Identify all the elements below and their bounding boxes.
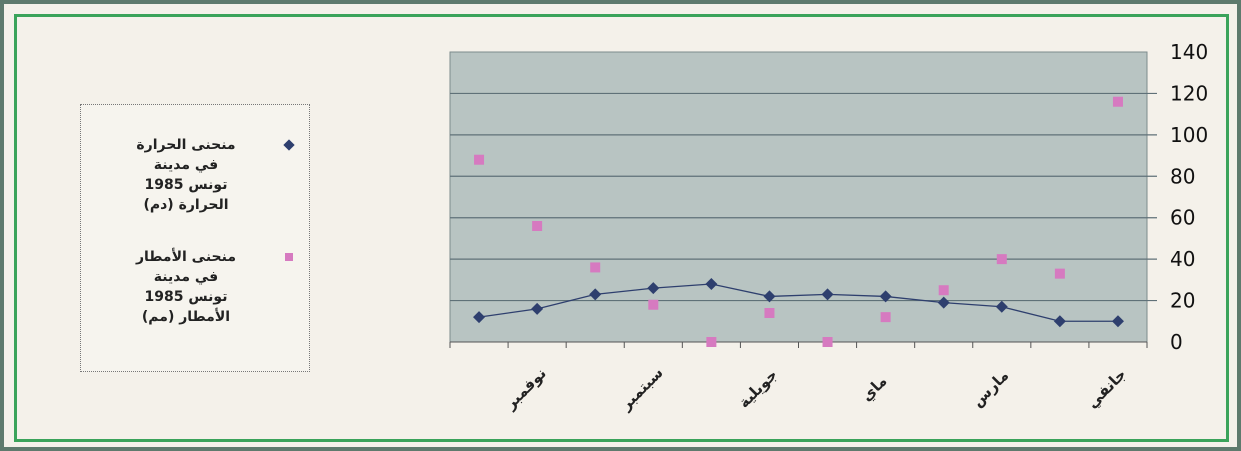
square-marker-icon: [285, 253, 293, 261]
y-tick-label: 80: [1170, 164, 1195, 188]
rain-point: [1054, 268, 1065, 279]
temperature-point: [473, 311, 486, 324]
rain-point: [938, 285, 949, 296]
x-tick-label: سبتمبر: [616, 364, 667, 415]
x-tick-label: جانفي: [1083, 365, 1130, 412]
rain-point: [532, 221, 543, 231]
legend: منحنى الحرارة في مدينة تونس 1985 الحرارة…: [80, 104, 310, 372]
legend-label-rain: منحنى الأمطار في مدينة تونس 1985 الأمطار…: [135, 249, 237, 325]
plot-area: [449, 51, 1148, 343]
rain-point: [474, 154, 485, 165]
temperature-point: [1053, 315, 1066, 328]
y-tick-label: 120: [1170, 81, 1208, 105]
rain-point: [764, 308, 775, 318]
rain-point: [1112, 96, 1123, 107]
x-tick-label: جويلية: [735, 365, 781, 411]
x-tick-label: نوفمبر: [501, 364, 550, 413]
legend-label-temperature: منحنى الحرارة في مدينة تونس 1985 الحرارة…: [136, 137, 236, 213]
rain-point: [996, 254, 1007, 265]
temperature-point: [995, 300, 1008, 313]
diamond-marker-icon: [283, 139, 295, 151]
series-line-temperature: [478, 283, 1118, 322]
rain-point: [822, 337, 833, 347]
temperature-point: [763, 290, 776, 303]
y-tick-label: 140: [1170, 40, 1208, 64]
x-tick-label: ماي: [858, 372, 892, 406]
x-tick-label: مارس: [968, 366, 1012, 410]
y-tick-label: 0: [1170, 330, 1183, 354]
temperature-point: [1111, 315, 1124, 328]
temperature-point: [821, 288, 834, 301]
chart-border: [14, 14, 1229, 442]
rain-point: [648, 299, 659, 310]
y-tick-label: 60: [1170, 206, 1195, 230]
y-tick-label: 20: [1170, 289, 1195, 313]
temperature-point: [705, 278, 718, 290]
temperature-point: [589, 288, 602, 301]
y-tick-label: 100: [1170, 123, 1208, 147]
temperature-point: [879, 290, 892, 303]
rain-point: [590, 262, 601, 273]
temperature-point: [531, 302, 544, 315]
y-tick-label: 40: [1170, 247, 1195, 271]
rain-point: [880, 312, 891, 323]
rain-point: [706, 337, 717, 347]
temperature-point: [647, 282, 660, 295]
temperature-point: [937, 296, 950, 309]
